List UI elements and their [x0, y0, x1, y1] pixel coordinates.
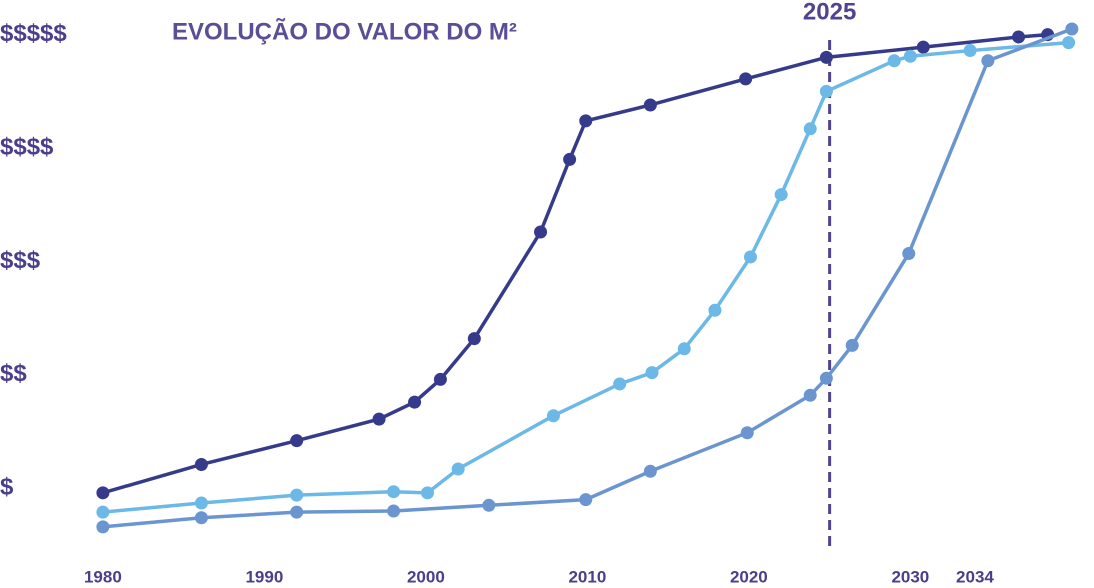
data-point	[743, 250, 757, 264]
data-point	[420, 486, 434, 500]
x-tick-label: 2030	[891, 567, 929, 586]
data-point	[290, 488, 304, 502]
data-point	[290, 505, 304, 519]
series-line	[102, 27, 1073, 529]
x-tick-label: 1980	[84, 567, 122, 586]
data-point	[902, 247, 916, 261]
y-tick-label: $$$	[0, 247, 41, 274]
data-point	[774, 188, 788, 202]
y-tick-label: $	[0, 474, 14, 501]
data-point	[467, 332, 481, 346]
data-point	[739, 72, 753, 86]
data-point	[887, 54, 901, 68]
data-point	[981, 54, 995, 68]
data-point	[96, 520, 110, 534]
data-point	[740, 426, 754, 440]
data-point	[451, 462, 465, 476]
data-point	[96, 505, 110, 519]
data-point	[803, 122, 817, 136]
data-point	[534, 225, 548, 239]
data-point	[613, 377, 627, 391]
data-point	[819, 50, 833, 64]
annotation-label: 2025	[803, 0, 856, 25]
data-point	[563, 152, 577, 166]
x-tick-label: 2034	[956, 567, 994, 586]
data-point	[643, 98, 657, 112]
x-tick-label: 2010	[568, 567, 606, 586]
data-point	[916, 40, 930, 54]
chart-title: EVOLUÇÃO DO VALOR DO M²	[172, 17, 517, 45]
y-tick-label: $$$$	[0, 133, 54, 160]
x-tick-label: 1990	[245, 567, 283, 586]
data-point	[803, 388, 817, 402]
data-point	[963, 44, 977, 58]
data-point	[579, 493, 593, 507]
data-point	[579, 114, 593, 128]
data-point	[194, 496, 208, 510]
data-point	[1062, 36, 1076, 50]
data-point	[643, 464, 657, 478]
data-point	[845, 338, 859, 352]
data-point	[387, 485, 401, 499]
data-point	[708, 303, 722, 317]
data-point	[903, 49, 917, 63]
data-point	[290, 434, 304, 448]
data-point	[645, 366, 659, 380]
data-point	[819, 84, 833, 98]
data-point	[433, 372, 447, 386]
data-point	[546, 409, 560, 423]
data-point	[387, 504, 401, 518]
series-line	[102, 40, 1069, 514]
data-point	[482, 498, 496, 512]
x-tick-label: 2000	[407, 567, 445, 586]
data-point	[1065, 22, 1079, 36]
data-point	[194, 511, 208, 525]
data-point	[372, 412, 386, 426]
data-point	[677, 342, 691, 356]
data-point	[194, 457, 208, 471]
y-tick-label: $$	[0, 360, 27, 387]
y-tick-label: $$$$$	[0, 20, 67, 47]
x-tick-label: 2020	[730, 567, 768, 586]
data-point	[1012, 30, 1026, 44]
data-point	[96, 486, 110, 500]
series-line	[102, 32, 1048, 495]
data-point	[819, 371, 833, 385]
data-point	[408, 395, 422, 409]
